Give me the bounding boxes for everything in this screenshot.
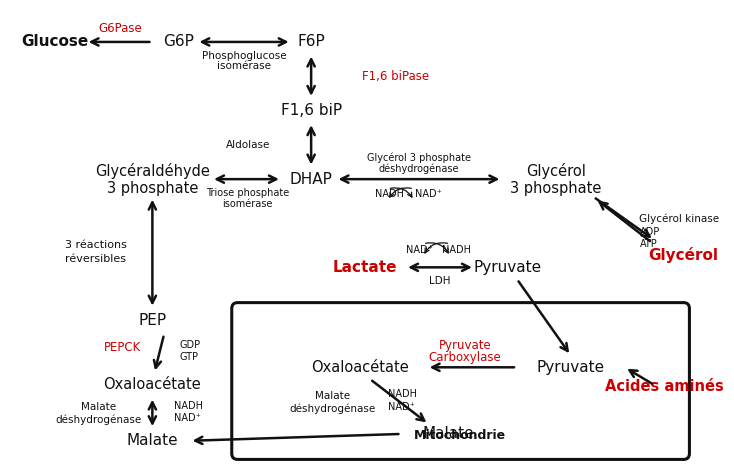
Text: F1,6 biPase: F1,6 biPase xyxy=(362,70,429,83)
Text: Triose phosphate: Triose phosphate xyxy=(206,188,289,198)
Text: NADH: NADH xyxy=(442,245,470,255)
Text: NADH: NADH xyxy=(388,389,417,399)
Text: NADH: NADH xyxy=(174,400,203,410)
Text: 3 phosphate: 3 phosphate xyxy=(510,181,602,196)
Text: réversibles: réversibles xyxy=(65,253,126,264)
Text: G6Pase: G6Pase xyxy=(98,22,142,35)
Text: PEPCK: PEPCK xyxy=(104,341,142,354)
Text: PEP: PEP xyxy=(138,313,167,328)
Text: NAD⁺: NAD⁺ xyxy=(415,189,442,199)
Text: Glycérol: Glycérol xyxy=(526,163,586,179)
Text: LDH: LDH xyxy=(429,276,450,286)
Text: Oxaloacétate: Oxaloacétate xyxy=(103,377,201,392)
Text: Aldolase: Aldolase xyxy=(225,140,270,150)
Text: 3 phosphate: 3 phosphate xyxy=(106,181,198,196)
Text: Pyruvate: Pyruvate xyxy=(537,360,605,375)
Text: déshydrogénase: déshydrogénase xyxy=(379,163,459,173)
Text: NADH: NADH xyxy=(375,189,404,199)
Text: Glycérol: Glycérol xyxy=(649,247,719,263)
Text: 3 réactions: 3 réactions xyxy=(65,240,126,250)
Text: ADP: ADP xyxy=(639,227,660,237)
Text: Malate: Malate xyxy=(315,391,350,401)
Text: NAD⁺: NAD⁺ xyxy=(174,413,201,423)
Text: isomérase: isomérase xyxy=(222,199,272,209)
Text: Mitochondrie: Mitochondrie xyxy=(414,430,506,442)
Text: Glucose: Glucose xyxy=(21,34,88,49)
Text: NAD⁺: NAD⁺ xyxy=(405,245,432,255)
Text: GTP: GTP xyxy=(180,352,199,362)
Text: Acides aminés: Acides aminés xyxy=(605,379,723,394)
Text: F6P: F6P xyxy=(297,34,325,49)
Text: Pyruvate: Pyruvate xyxy=(439,339,491,352)
Text: Carboxylase: Carboxylase xyxy=(429,351,501,364)
Text: Malate: Malate xyxy=(81,402,116,413)
Text: G6P: G6P xyxy=(164,34,195,49)
Text: Malate: Malate xyxy=(423,426,474,441)
Text: Pyruvate: Pyruvate xyxy=(473,260,541,275)
Text: Oxaloacétate: Oxaloacétate xyxy=(311,360,409,375)
Text: Phosphoglucose: Phosphoglucose xyxy=(202,51,287,61)
Text: ATP: ATP xyxy=(639,239,657,249)
Text: Glycérol 3 phosphate: Glycérol 3 phosphate xyxy=(367,152,471,163)
Text: GDP: GDP xyxy=(180,340,201,350)
Text: DHAP: DHAP xyxy=(290,172,333,187)
Text: déshydrogénase: déshydrogénase xyxy=(55,415,142,425)
Text: NAD⁺: NAD⁺ xyxy=(388,401,415,412)
Text: isomérase: isomérase xyxy=(217,62,272,71)
Text: Malate: Malate xyxy=(126,433,178,448)
Text: F1,6 biP: F1,6 biP xyxy=(280,103,342,118)
Text: déshydrogénase: déshydrogénase xyxy=(290,403,376,414)
Text: Lactate: Lactate xyxy=(333,260,397,275)
Text: Glycérol kinase: Glycérol kinase xyxy=(639,213,719,224)
Text: Glycéraldéhyde: Glycéraldéhyde xyxy=(95,163,210,179)
